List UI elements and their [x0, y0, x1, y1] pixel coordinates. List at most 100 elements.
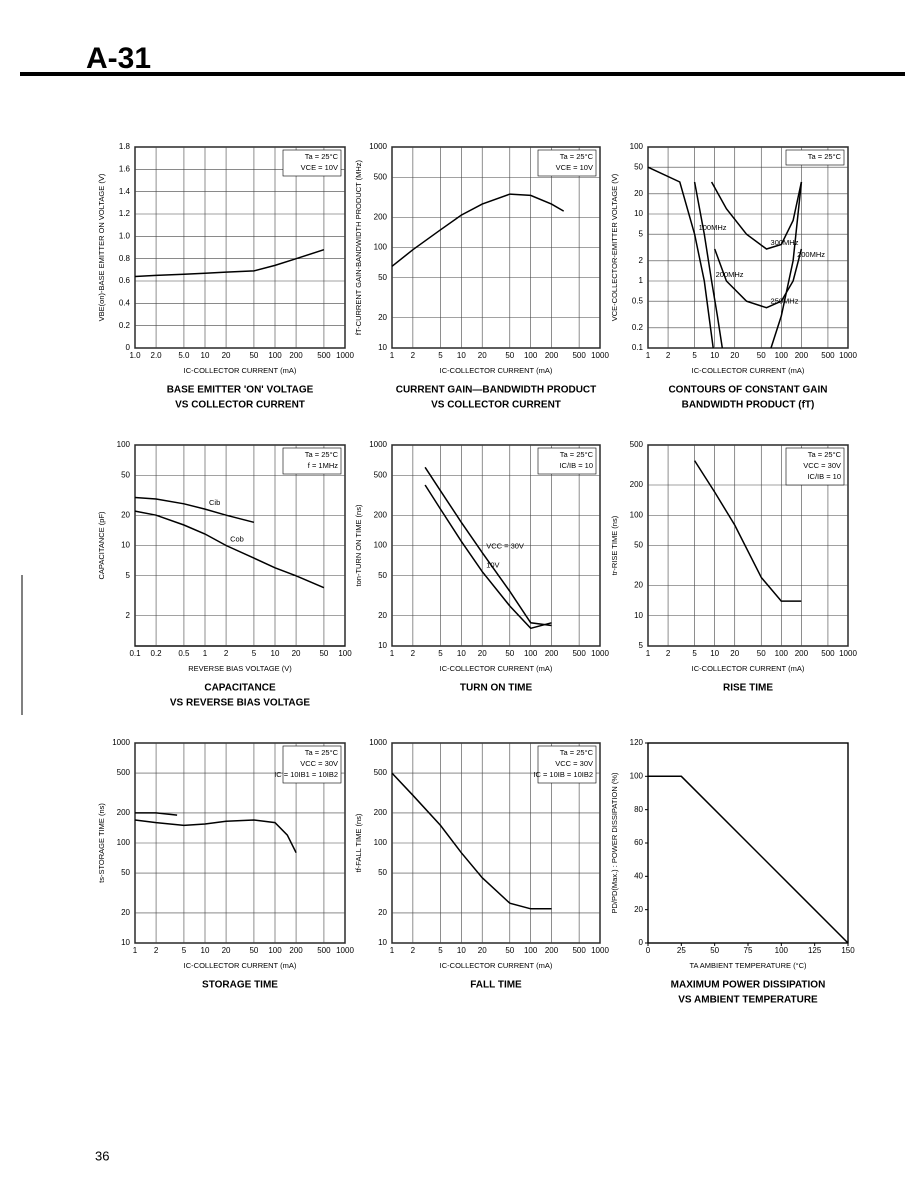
y-tick-label: 10	[378, 641, 387, 650]
x-axis-label: IC-COLLECTOR CURRENT (mA)	[692, 664, 805, 673]
y-tick-label: 1.4	[119, 187, 131, 196]
series-line	[134, 819, 297, 854]
y-tick-label: 50	[121, 868, 130, 877]
x-axis-label: IC-COLLECTOR CURRENT (mA)	[184, 961, 297, 970]
x-axis-label: IC-COLLECTOR CURRENT (mA)	[184, 366, 297, 375]
x-tick-label: 200	[545, 351, 559, 360]
x-tick-label: 500	[572, 946, 586, 955]
y-tick-label: 200	[374, 808, 388, 817]
annotation: Ta = 25°C	[808, 450, 842, 459]
y-tick-label: 1000	[112, 738, 130, 747]
annotation: VCC = 30V	[555, 759, 593, 768]
series-line	[648, 775, 849, 944]
x-tick-label: 2	[666, 351, 671, 360]
y-tick-label: 50	[634, 162, 643, 171]
annotation: Ta = 25°C	[305, 748, 339, 757]
x-tick-label: 0	[646, 946, 651, 955]
chart-title: CONTOURS OF CONSTANT GAIN	[668, 385, 827, 396]
y-tick-label: 100	[374, 838, 388, 847]
x-tick-label: 20	[222, 351, 231, 360]
x-tick-label: 20	[478, 946, 487, 955]
x-tick-label: 20	[730, 649, 739, 658]
x-tick-label: 20	[478, 649, 487, 658]
series-line	[710, 181, 803, 250]
series-line	[693, 181, 724, 349]
y-tick-label: 0.2	[119, 321, 131, 330]
chart: 0 25 50 75 100 125 150 0 20 40 60 80 100 120 TA AMBIEN…	[610, 738, 855, 1006]
series-line	[134, 510, 325, 589]
x-tick-label: 1	[203, 649, 208, 658]
x-tick-label: 5.0	[178, 351, 190, 360]
y-axis-label: PD/PD(Max.) : POWER DISSIPATION (%)	[610, 772, 619, 913]
y-tick-label: 1.8	[119, 142, 131, 151]
x-tick-label: 100	[268, 351, 282, 360]
x-tick-label: 10	[457, 649, 466, 658]
x-tick-label: 500	[317, 351, 331, 360]
y-tick-label: 80	[634, 805, 643, 814]
y-tick-label: 100	[374, 541, 388, 550]
chart-title: CAPACITANCE	[204, 683, 276, 694]
y-tick-label: 20	[121, 510, 130, 519]
y-tick-label: 200	[374, 510, 388, 519]
x-tick-label: 100	[268, 946, 282, 955]
y-tick-label: 60	[634, 838, 643, 847]
series-line	[770, 181, 803, 349]
chart-title: MAXIMUM POWER DISSIPATION	[671, 980, 826, 991]
y-tick-label: 50	[378, 571, 387, 580]
x-tick-label: 100	[524, 351, 538, 360]
y-tick-label: 0.6	[119, 276, 131, 285]
y-tick-label: 1000	[369, 440, 387, 449]
x-tick-label: 2	[411, 649, 416, 658]
y-tick-label: 500	[630, 440, 644, 449]
y-tick-label: 10	[121, 938, 130, 947]
chart: 1 2 5 10 20 50 100 200 500 1000 10 20 50 100 200 500 100…	[354, 738, 609, 991]
annotation-box	[537, 745, 597, 784]
x-tick-label: 0.5	[178, 649, 190, 658]
x-tick-label: 125	[808, 946, 822, 955]
x-tick-label: 200	[545, 946, 559, 955]
chart-title: VS COLLECTOR CURRENT	[175, 400, 305, 411]
header-rule	[20, 72, 905, 76]
x-tick-label: 5	[438, 649, 443, 658]
x-axis-label: IC-COLLECTOR CURRENT (mA)	[440, 664, 553, 673]
x-tick-label: 500	[821, 351, 835, 360]
y-tick-label: 120	[630, 738, 644, 747]
x-tick-label: 1000	[336, 351, 354, 360]
y-axis-label: VBE(on)-BASE EMITTER ON VOLTAGE (V)	[97, 173, 106, 321]
y-tick-label: 0.1	[632, 343, 644, 352]
y-tick-label: 200	[630, 480, 644, 489]
series-line	[135, 812, 178, 816]
x-tick-label: 5	[182, 946, 187, 955]
y-tick-label: 20	[378, 611, 387, 620]
y-tick-label: 10	[378, 343, 387, 352]
chart-title: TURN ON TIME	[460, 683, 533, 694]
y-axis-label: ts-STORAGE TIME (ns)	[97, 803, 106, 883]
x-tick-label: 5	[438, 946, 443, 955]
x-axis-label: IC-COLLECTOR CURRENT (mA)	[440, 366, 553, 375]
x-tick-label: 200	[289, 946, 303, 955]
chart: 1 2 5 10 20 50 100 200 500 1000 10 20 50 100 200 500 100…	[354, 142, 609, 411]
x-tick-label: 100	[775, 946, 789, 955]
series-label: 10V	[486, 561, 499, 570]
y-tick-label: 2	[639, 256, 644, 265]
chart-title: RISE TIME	[723, 683, 773, 694]
x-tick-label: 2	[154, 946, 159, 955]
y-tick-label: 100	[117, 440, 131, 449]
x-tick-label: 500	[572, 649, 586, 658]
chart-title: STORAGE TIME	[202, 980, 278, 991]
y-tick-label: 50	[121, 470, 130, 479]
x-tick-label: 1	[646, 649, 651, 658]
x-axis-label: REVERSE BIAS VOLTAGE (V)	[188, 664, 292, 673]
y-tick-label: 5	[126, 571, 131, 580]
x-tick-label: 50	[710, 946, 719, 955]
x-tick-label: 2	[666, 649, 671, 658]
y-tick-label: 50	[634, 541, 643, 550]
annotation-box	[537, 149, 597, 177]
page-title: A-31	[86, 42, 151, 75]
y-tick-label: 0.8	[119, 254, 131, 263]
y-tick-label: 500	[374, 470, 388, 479]
y-tick-label: 20	[634, 189, 643, 198]
annotation: VCC = 30V	[803, 461, 841, 470]
series-label: 300MHz	[771, 238, 799, 247]
